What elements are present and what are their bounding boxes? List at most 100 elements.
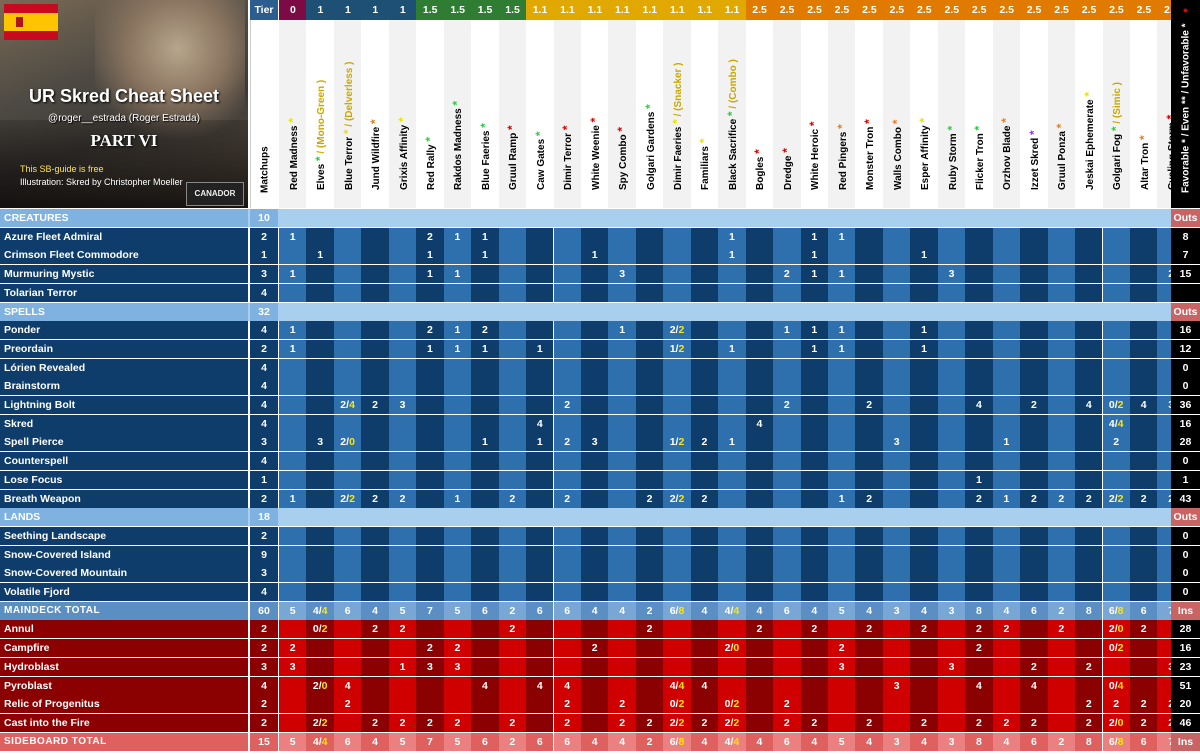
matchup-name[interactable]: Jeskai Ephemerate * (1082, 92, 1096, 190)
card-name[interactable]: Azure Fleet Admiral (0, 227, 248, 246)
matchup-header[interactable]: Red Rally * (416, 20, 444, 208)
matchup-name[interactable]: Bogles * (752, 149, 766, 190)
matchup-header[interactable]: Jeskai Ephemerate * (1075, 20, 1103, 208)
card-name[interactable]: Murmuring Mystic (0, 265, 248, 284)
matchup-cell (800, 283, 828, 302)
matchup-cell (773, 545, 801, 564)
card-name[interactable]: Snow-Covered Mountain (0, 564, 248, 583)
matchup-name[interactable]: Spy Combo * (615, 127, 629, 190)
matchup-header[interactable]: Black Sacrifice * / (Combo ) (718, 20, 746, 208)
card-name[interactable]: Ponder (0, 321, 248, 340)
matchup-name[interactable]: Dredge * (780, 148, 794, 190)
matchup-header[interactable]: Gruul Ponza * (1047, 20, 1076, 208)
card-name[interactable]: Crimson Fleet Commodore (0, 246, 248, 265)
card-name[interactable]: Breath Weapon (0, 489, 248, 508)
matchup-name[interactable]: Ruby Storm * (945, 126, 959, 190)
author-handle[interactable]: @roger__estrada (Roger Estrada) (48, 113, 200, 124)
card-name[interactable]: Pyroblast (0, 676, 248, 695)
matchup-header[interactable]: Dimir Terror * (553, 20, 581, 208)
matchup-header[interactable]: Esper Affinity * (910, 20, 938, 208)
matchup-header[interactable]: Altar Tron * (1129, 20, 1158, 208)
matchup-cell (965, 414, 993, 433)
matchup-header[interactable]: Izzet Skred * (1020, 20, 1048, 208)
matchup-cell (828, 358, 856, 377)
matchup-header[interactable]: Jund Wildfire * (361, 20, 389, 208)
card-name[interactable]: Volatile Fjord (0, 583, 248, 601)
matchup-name[interactable]: Familiars * (697, 139, 711, 190)
matchup-name[interactable]: Red Rally * (423, 137, 437, 190)
matchup-name[interactable]: Esper Affinity * (917, 118, 931, 190)
card-name[interactable]: Cast into the Fire (0, 713, 248, 732)
matchup-name[interactable]: White Weenie * (588, 118, 602, 190)
matchup-name[interactable]: Blue Faeries * (478, 123, 492, 190)
matchup-name[interactable]: Flicker Tron * (972, 126, 986, 190)
card-name[interactable]: Campfire (0, 639, 248, 658)
card-name[interactable]: Hydroblast (0, 657, 248, 676)
matchup-header[interactable]: Blue Terror * / (Delverless ) (333, 20, 362, 208)
matchup-cell (388, 526, 417, 545)
matchup-name[interactable]: Blue Terror * / (Delverless ) (341, 62, 355, 190)
card-name[interactable]: Lose Focus (0, 470, 248, 489)
matchup-name[interactable]: Rakdos Madness * (450, 101, 464, 190)
matchup-name[interactable]: Monster Tron * (862, 119, 876, 190)
matchup-name[interactable]: Black Sacrifice * / (Combo ) (725, 59, 739, 190)
matchup-header[interactable]: Monster Tron * (855, 20, 883, 208)
card-name[interactable]: Tolarian Terror (0, 283, 248, 302)
matchup-header[interactable]: Gruul Ramp * (498, 20, 527, 208)
matchup-cell (1020, 377, 1048, 396)
matchup-name[interactable]: Gruul Ramp * (505, 125, 519, 190)
matchup-header[interactable]: Golgari Fog * / (Simic ) (1102, 20, 1130, 208)
card-name[interactable]: Relic of Progenitus (0, 695, 248, 714)
matchup-name[interactable]: Grixis Affinity * (396, 117, 410, 190)
matchup-header[interactable]: White Weenie * (580, 20, 609, 208)
matchup-name[interactable]: Orzhov Blade * (999, 118, 1013, 190)
matchup-header[interactable]: Spy Combo * (608, 20, 636, 208)
card-name[interactable]: Lightning Bolt (0, 396, 248, 414)
matchup-name[interactable]: Golgari Gardens * (643, 104, 657, 190)
matchup-header[interactable]: Blue Faeries * (471, 20, 499, 208)
matchup-name[interactable]: Izzet Skred * (1027, 130, 1041, 190)
matchup-header[interactable]: Ruby Storm * (937, 20, 966, 208)
matchup-name[interactable]: Red Madness * (286, 118, 300, 190)
matchup-header[interactable]: Walls Combo * (882, 20, 911, 208)
matchup-header[interactable]: Rakdos Madness * (443, 20, 472, 208)
matchup-cell: 1 (910, 339, 938, 358)
matchup-header[interactable]: Caw Gates * (526, 20, 554, 208)
matchup-name[interactable]: Caw Gates * (533, 131, 547, 190)
card-name[interactable]: Skred (0, 414, 248, 433)
card-name[interactable]: Brainstorm (0, 377, 248, 396)
card-name[interactable]: Spell Pierce (0, 433, 248, 452)
card-name[interactable]: Counterspell (0, 452, 248, 471)
card-name[interactable]: Lórien Revealed (0, 358, 248, 377)
card-name[interactable]: Annul (0, 620, 248, 639)
matchup-name[interactable]: Jund Wildfire * (368, 119, 382, 190)
matchup-header[interactable]: Elves * / (Mono-Green ) (306, 20, 334, 208)
matchup-header[interactable]: Flicker Tron * (965, 20, 993, 208)
matchup-header[interactable]: Golgari Gardens * (635, 20, 664, 208)
matchup-header[interactable]: Red Pingers * (828, 20, 856, 208)
matchup-name[interactable]: Gruul Ponza * (1054, 124, 1068, 190)
matchup-name[interactable]: Golgari Fog * / (Simic ) (1109, 82, 1123, 190)
matchup-cell (882, 452, 911, 471)
matchup-name[interactable]: Walls Combo * (890, 120, 904, 190)
matchup-header[interactable]: Dimir Faeries * / (Snacker ) (663, 20, 691, 208)
matchup-header[interactable]: Familiars * (690, 20, 719, 208)
matchup-header[interactable]: Orzhov Blade * (992, 20, 1021, 208)
card-name[interactable]: Snow-Covered Island (0, 545, 248, 564)
matchup-name[interactable]: White Heroic * (807, 121, 821, 190)
section-label: CREATURES (0, 209, 248, 227)
matchup-name[interactable]: Dimir Terror * (560, 125, 574, 190)
outs-count: 0 (1171, 452, 1200, 471)
card-name[interactable]: Preordain (0, 339, 248, 358)
matchup-header[interactable]: Dredge * (773, 20, 801, 208)
matchup-cell (443, 583, 472, 601)
matchup-header[interactable]: White Heroic * (800, 20, 828, 208)
matchup-name[interactable]: Elves * / (Mono-Green ) (313, 80, 327, 190)
matchup-name[interactable]: Dimir Faeries * / (Snacker ) (670, 62, 684, 190)
card-name[interactable]: Seething Landscape (0, 526, 248, 545)
matchup-header[interactable]: Bogles * (745, 20, 774, 208)
matchup-header[interactable]: Red Madness * (279, 20, 307, 208)
matchup-header[interactable]: Grixis Affinity * (388, 20, 417, 208)
matchup-name[interactable]: Red Pingers * (835, 124, 849, 190)
matchup-name[interactable]: Altar Tron * (1137, 135, 1151, 190)
